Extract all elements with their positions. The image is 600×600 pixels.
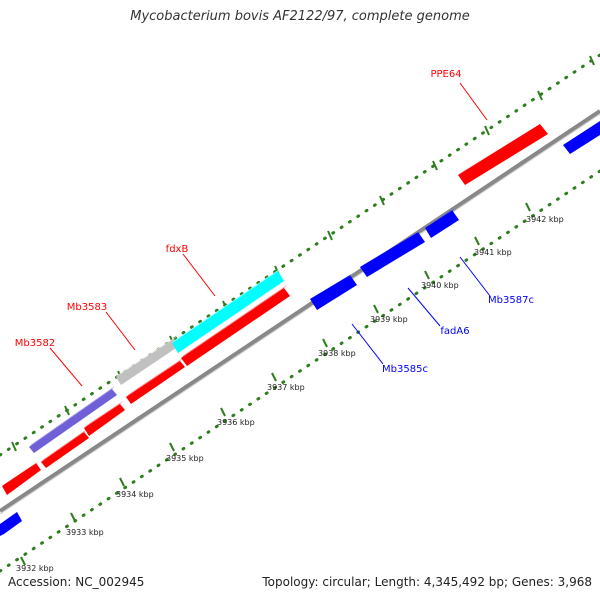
axis-label: 3940 kbp <box>421 281 459 290</box>
gene-forward-2[interactable] <box>41 429 89 468</box>
label-connectors <box>49 82 491 387</box>
gene-forward-fdxb[interactable] <box>181 285 290 366</box>
axis-label: 3941 kbp <box>474 248 512 257</box>
axis-label: 3934 kbp <box>116 490 154 499</box>
outer-tick-track <box>0 53 600 457</box>
gene-label-fada6[interactable]: fadA6 <box>440 326 469 337</box>
gene-label-fdxb[interactable]: fdxB <box>166 244 189 255</box>
gene-reverse-right[interactable] <box>563 121 600 154</box>
gene-label-layer: PPE64 fdxB Mb3583 Mb3582 Mb3585c fadA6 M… <box>15 69 534 375</box>
feature-purple[interactable] <box>29 386 117 453</box>
axis-label: 3942 kbp <box>526 215 564 224</box>
gene-forward-3[interactable] <box>84 401 125 436</box>
genome-summary-text: Topology: circular; Length: 4,345,492 bp… <box>262 575 592 589</box>
axis-label: 3933 kbp <box>66 528 104 537</box>
map-title: Mycobacterium bovis AF2122/97, complete … <box>130 9 470 24</box>
connector-fdxb <box>182 253 216 297</box>
gene-reverse-edge[interactable] <box>0 512 22 536</box>
gene-forward-1[interactable] <box>2 461 41 495</box>
axis-label: 3936 kbp <box>217 418 255 427</box>
forward-genes <box>2 121 548 495</box>
inner-tick-track <box>0 169 600 573</box>
gene-forward-mb3583[interactable] <box>126 358 185 404</box>
genome-backbone <box>0 109 600 515</box>
gene-label-ppe64[interactable]: PPE64 <box>430 69 461 80</box>
gene-reverse-mb3585c[interactable] <box>310 273 357 310</box>
connector-mb3582 <box>49 347 83 387</box>
axis-label: 3932 kbp <box>16 564 54 573</box>
gene-label-mb3583[interactable]: Mb3583 <box>67 302 107 313</box>
axis-label: 3939 kbp <box>370 315 408 324</box>
gene-reverse-fada6[interactable] <box>360 230 425 277</box>
connector-mb3587c <box>459 256 491 297</box>
connector-mb3583 <box>105 311 136 351</box>
axis-label: 3937 kbp <box>267 383 305 392</box>
feature-cyan[interactable] <box>172 268 284 353</box>
gene-label-mb3587c[interactable]: Mb3587c <box>488 295 534 306</box>
connector-fada6 <box>407 287 441 327</box>
axis-label: 3938 kbp <box>318 349 356 358</box>
connector-mb3585c <box>351 323 384 365</box>
gene-reverse-mb3587c[interactable] <box>425 208 459 238</box>
outer-minor-ticks <box>0 53 600 457</box>
highlighted-features <box>29 268 284 453</box>
gene-forward-ppe64[interactable] <box>458 121 548 185</box>
axis-label: 3935 kbp <box>166 454 204 463</box>
reverse-genes <box>0 121 600 536</box>
connector-ppe64 <box>459 82 488 121</box>
gene-label-mb3582[interactable]: Mb3582 <box>15 338 55 349</box>
inner-major-ticks <box>20 202 531 566</box>
inner-minor-ticks <box>0 169 600 573</box>
feature-gray[interactable] <box>116 336 179 385</box>
accession-text: Accession: NC_002945 <box>8 575 145 589</box>
axis-label-layer: 3932 kbp 3933 kbp 3934 kbp 3935 kbp 3936… <box>16 215 564 573</box>
gene-label-mb3585c[interactable]: Mb3585c <box>382 364 428 375</box>
